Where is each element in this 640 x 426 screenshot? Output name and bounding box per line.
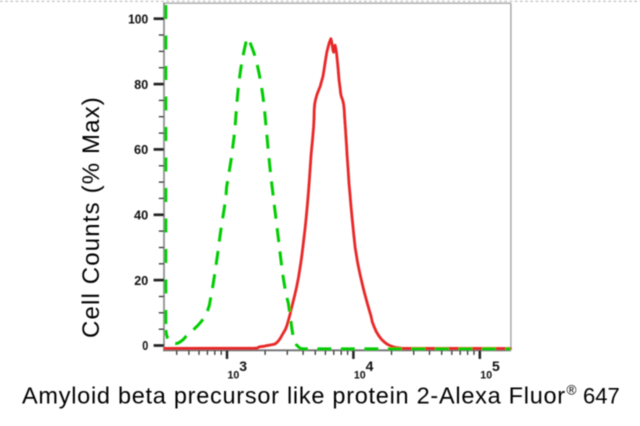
svg-text:4: 4	[366, 358, 374, 374]
svg-text:Amyloid beta precursor like pr: Amyloid beta precursor like protein 2-Al…	[22, 382, 566, 408]
svg-text:10: 10	[228, 369, 240, 381]
svg-text:647: 647	[583, 383, 620, 408]
svg-text:®: ®	[567, 383, 577, 398]
svg-text:80: 80	[134, 77, 148, 92]
svg-text:100: 100	[128, 11, 148, 26]
svg-text:5: 5	[492, 358, 500, 374]
svg-text:10: 10	[480, 369, 492, 381]
svg-text:60: 60	[134, 142, 148, 157]
svg-text:40: 40	[134, 208, 148, 223]
svg-text:10: 10	[354, 369, 366, 381]
svg-text:3: 3	[239, 358, 247, 374]
svg-text:Cell Counts (% Max): Cell Counts (% Max)	[78, 96, 105, 338]
svg-text:0: 0	[142, 338, 148, 353]
svg-text:20: 20	[134, 273, 148, 288]
